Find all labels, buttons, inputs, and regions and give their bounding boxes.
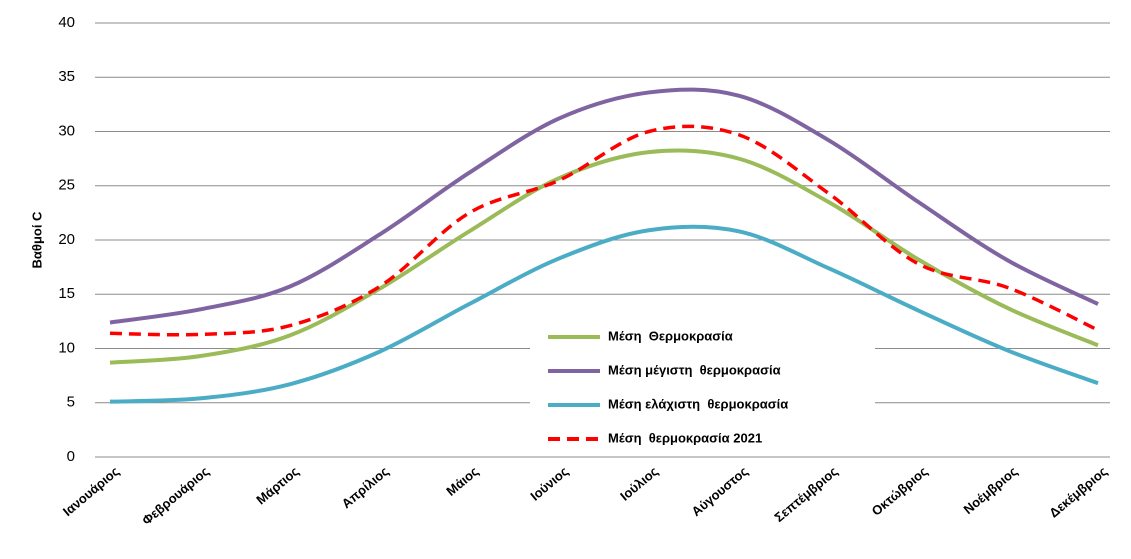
y-tick-label: 15	[58, 285, 75, 302]
x-tick-label: Μάρτιος	[253, 463, 302, 507]
x-tick-label: Ιανουάριος	[60, 463, 122, 519]
legend-label: Μέση ελάχιστη θερμοκρασία	[608, 396, 788, 411]
y-tick-label: 40	[58, 14, 75, 31]
x-tick-label: Απρίλιος	[339, 463, 392, 511]
x-tick-label: Μάιος	[443, 463, 481, 499]
line-series	[109, 124, 1099, 337]
x-tick-label: Αύγουστος	[689, 463, 751, 519]
y-tick-label: 5	[67, 394, 75, 411]
y-tick-label: 10	[58, 339, 75, 356]
legend: Μέση Θερμοκρασία Μέση μέγιστη θερμοκρασία…	[530, 318, 875, 452]
x-tick-label: Ιούνιος	[527, 463, 571, 503]
x-tick-label: Οκτώβριος	[869, 463, 931, 518]
legend-label: Μέση θερμοκρασία 2021	[608, 430, 762, 445]
legend-box	[530, 318, 875, 452]
legend-label: Μέση Θερμοκρασία	[608, 328, 733, 343]
y-tick-label: 25	[58, 177, 75, 194]
x-tick-label: Νοέμβριος	[961, 463, 1021, 517]
x-tick-label: Φεβρουάριος	[139, 463, 212, 528]
line-series	[109, 87, 1099, 325]
x-tick-label: Σεπτέμβριος	[771, 463, 840, 525]
y-tick-label: 30	[58, 122, 75, 139]
y-axis-label: Βαθμοί C	[29, 211, 44, 269]
x-tick-label: Ιούλιος	[617, 463, 661, 503]
line-series	[109, 224, 1099, 404]
line-series	[109, 148, 1099, 365]
legend-label: Μέση μέγιστη θερμοκρασία	[608, 362, 781, 377]
y-tick-label: 0	[67, 448, 75, 465]
y-tick-label: 20	[58, 231, 75, 248]
x-tick-label: Δεκέμβριος	[1046, 463, 1110, 520]
y-tick-label: 35	[58, 68, 75, 85]
